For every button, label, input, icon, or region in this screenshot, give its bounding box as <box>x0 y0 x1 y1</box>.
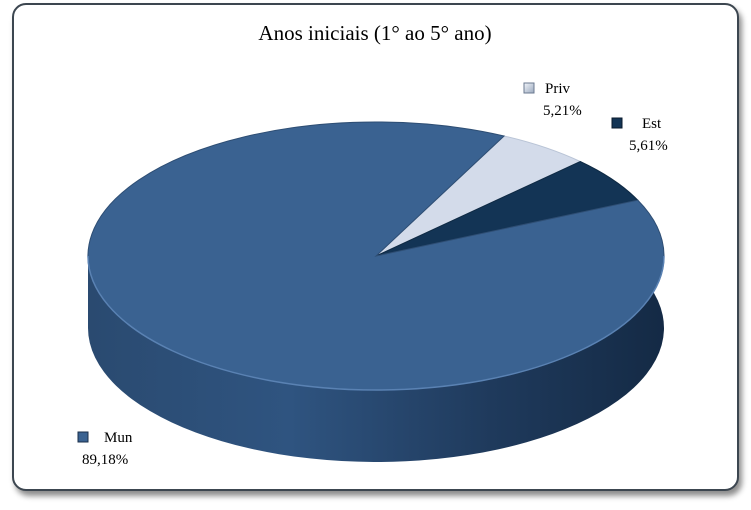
pie-slices <box>87 121 665 391</box>
pie-rim-highlight <box>87 255 665 391</box>
slice-label-priv: Priv 5,21% <box>523 81 582 119</box>
priv-label-value: 5,21% <box>543 103 582 119</box>
est-label-name: Est <box>642 116 662 132</box>
est-label-value: 5,61% <box>629 138 668 154</box>
chart-title: Anos iniciais (1° ao 5° ano) <box>258 21 491 45</box>
priv-legend-marker <box>523 82 535 94</box>
slice-label-mun: Mun 89,18% <box>77 430 133 468</box>
priv-label-name: Priv <box>545 81 571 97</box>
mun-label-name: Mun <box>104 430 133 446</box>
slice-label-est: Est 5,61% <box>611 116 668 154</box>
mun-label-value: 89,18% <box>82 452 128 468</box>
side-wall-mun <box>88 200 664 462</box>
est-legend-marker <box>611 117 623 129</box>
mun-legend-marker <box>77 431 89 443</box>
